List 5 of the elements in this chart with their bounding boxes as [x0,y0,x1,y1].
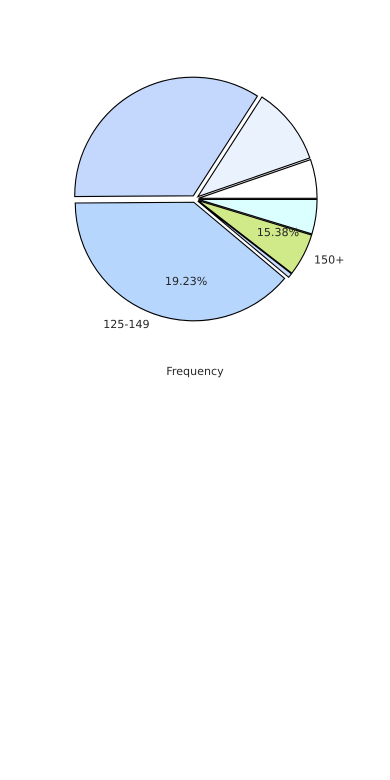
slice-label: 150+ [315,255,344,264]
text: Frequency [167,366,224,378]
text: 19.23% [166,276,207,286]
text: 15.38% [258,228,299,236]
slice-label: 125-149 [104,320,149,328]
